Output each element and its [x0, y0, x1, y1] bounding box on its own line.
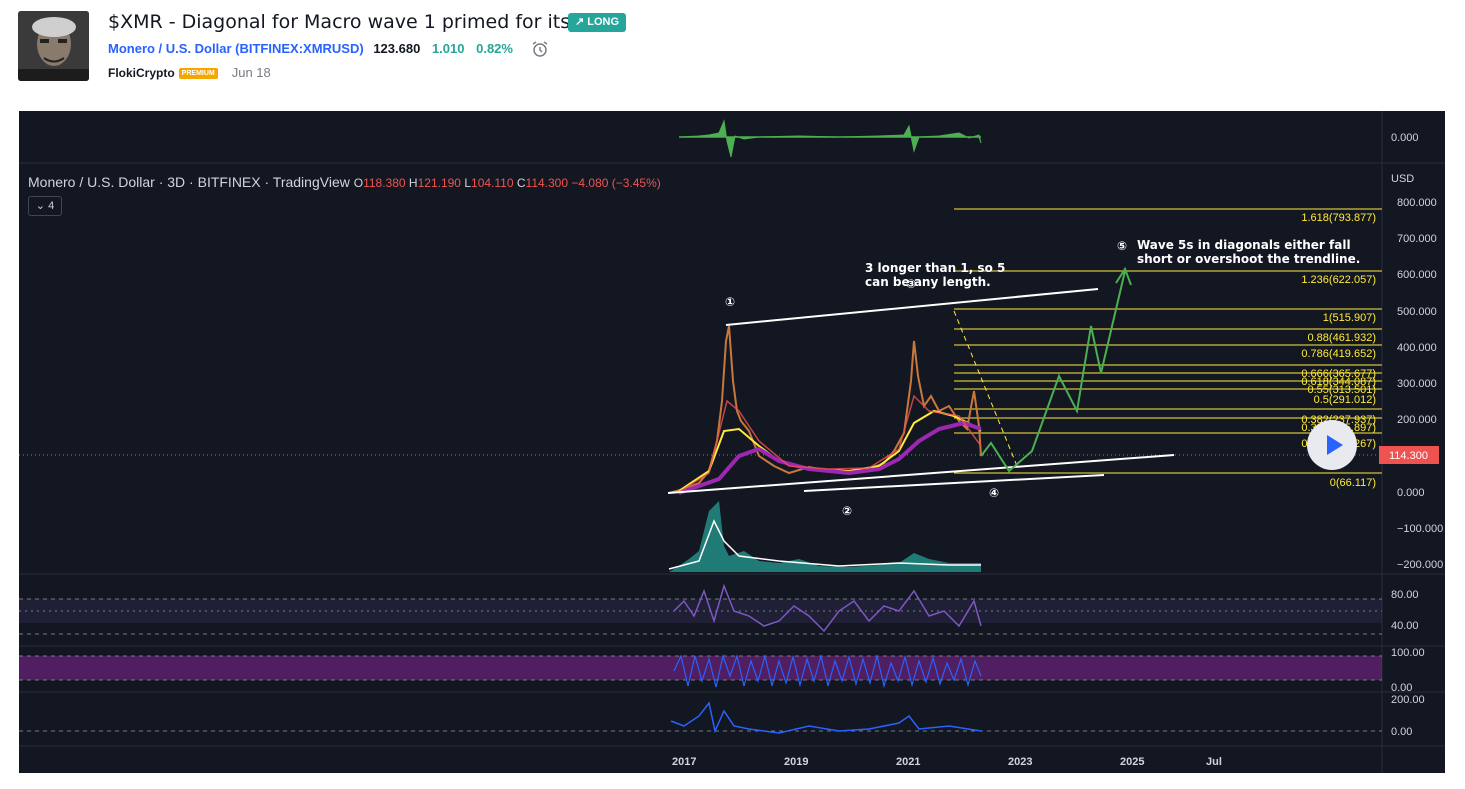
- note-wave3-line2: can be any length.: [865, 275, 991, 289]
- volume-bars: [669, 501, 981, 572]
- chart-canvas: 0.000 800.000 700.000 600.000 500.000 400.00…: [19, 111, 1445, 773]
- last-price-tag: [1379, 446, 1439, 464]
- alarm-clock-icon[interactable]: [531, 40, 549, 63]
- price-axis-label: 400.000: [1397, 342, 1437, 354]
- lower-trendline: [667, 454, 1175, 494]
- rsi-line: [673, 583, 982, 633]
- price-axis-label: 200.000: [1397, 414, 1437, 426]
- author-row: FlokiCrypto PREMIUM Jun 18: [108, 65, 271, 80]
- time-axis-label: 2025: [1120, 756, 1144, 768]
- wave1-label: ①: [725, 295, 735, 309]
- price-axis-label: 800.000: [1397, 197, 1437, 209]
- stoch-line: [673, 653, 982, 689]
- author-name[interactable]: FlokiCrypto: [108, 66, 175, 80]
- lower-trendline-2: [803, 474, 1105, 492]
- note-wave5-line1: Wave 5s in diagonals either fall: [1137, 238, 1351, 252]
- symbol-change-pct: 0.82%: [476, 41, 513, 56]
- volume-ma: [668, 519, 981, 570]
- rsi-axis-80: 80.00: [1391, 589, 1419, 601]
- legend-ohlc: O118.380 H121.190 L104.110 C114.300 −4.0…: [353, 176, 661, 190]
- note-wave5-line2: short or overshoot the trendline.: [1137, 252, 1360, 266]
- fib-level-label: 0.5(291.012): [1314, 394, 1376, 406]
- author-avatar[interactable]: [18, 11, 89, 81]
- upper-trendline: [725, 288, 1099, 326]
- price-axis-label: 700.000: [1397, 233, 1437, 245]
- top-histogram: [678, 119, 982, 158]
- indicators-collapse-button[interactable]: ⌄ 4: [28, 196, 62, 216]
- bottom-line: [670, 701, 982, 734]
- play-video-button[interactable]: [1307, 420, 1357, 470]
- wave4-label: ④: [989, 486, 999, 500]
- symbol-price: 123.680: [373, 41, 421, 56]
- price-axis: 800.000 700.000 600.000 500.000 400.000 300.0…: [1397, 197, 1443, 571]
- time-axis-label: 2023: [1008, 756, 1032, 768]
- time-axis: 2017 2019 2021 2023 2025 Jul: [672, 756, 1222, 768]
- wave5-label: ⑤: [1117, 239, 1127, 253]
- long-badge: ↗ LONG: [568, 13, 627, 32]
- top-pane-value: 0.000: [1391, 132, 1419, 144]
- price-axis-label: −100.000: [1397, 523, 1443, 535]
- chart-legend: Monero / U.S. Dollar · 3D · BITFINEX · T…: [28, 174, 661, 190]
- price-axis-label: 600.000: [1397, 269, 1437, 281]
- last-price-value: 114.300: [1389, 450, 1428, 462]
- fib-level-label: 1.236(622.057): [1301, 274, 1376, 286]
- price-axis-label: 300.000: [1397, 378, 1437, 390]
- fib-level-label: 1(515.907): [1323, 312, 1376, 324]
- price-axis-label: 500.000: [1397, 306, 1437, 318]
- ma-yellow: [678, 409, 982, 492]
- fib-level-label: 0.55(313.501): [1308, 384, 1377, 396]
- wave3-label: ③: [906, 277, 916, 291]
- rsi-axis-40: 40.00: [1391, 620, 1419, 632]
- time-axis-label: Jul: [1206, 756, 1222, 768]
- bottom-axis-200: 200.00: [1391, 694, 1425, 706]
- fib-level-label: 0.88(461.932): [1308, 332, 1377, 344]
- publish-date: Jun 18: [231, 65, 271, 80]
- chart-container[interactable]: 0.000 800.000 700.000 600.000 500.000 400.00…: [19, 111, 1445, 773]
- currency-label: USD: [1391, 173, 1414, 185]
- time-axis-label: 2017: [672, 756, 696, 768]
- symbol-change: 1.010: [431, 41, 465, 56]
- note-wave3-line1: 3 longer than 1, so 5: [865, 261, 1005, 275]
- ma-purple: [678, 420, 982, 495]
- fib-level-label: 1.618(793.877): [1301, 212, 1376, 224]
- projection-dashed: [953, 310, 1018, 467]
- symbol-row: Monero / U.S. Dollar (BITFINEX:XMRUSD) 1…: [108, 41, 513, 56]
- price-axis-label: 0.000: [1397, 487, 1425, 499]
- wave2-label: ②: [842, 504, 852, 518]
- stoch-axis-100: 100.00: [1391, 647, 1425, 659]
- time-axis-label: 2019: [784, 756, 808, 768]
- premium-badge: PREMIUM: [178, 68, 218, 79]
- symbol-link[interactable]: Monero / U.S. Dollar (BITFINEX:XMRUSD): [108, 41, 364, 56]
- fib-level-label: 0.618(344.087): [1301, 376, 1376, 388]
- legend-symbol: Monero / U.S. Dollar · 3D · BITFINEX · T…: [28, 174, 350, 190]
- wave-projection: [980, 270, 1126, 473]
- idea-title: $XMR - Diagonal for Macro wave 1 primed …: [108, 11, 589, 33]
- time-axis-label: 2021: [896, 756, 920, 768]
- ma-red: [678, 394, 982, 493]
- fib-level-label: 0(66.117): [1330, 477, 1376, 489]
- price-axis-label: −200.000: [1397, 559, 1443, 571]
- fib-level-label: 0.666(365.677): [1301, 368, 1376, 380]
- arrow-head-icon: [1115, 266, 1132, 286]
- stoch-axis-0: 0.00: [1391, 682, 1412, 694]
- bottom-axis-0: 0.00: [1391, 726, 1412, 738]
- fib-level-label: 0.786(419.652): [1301, 348, 1376, 360]
